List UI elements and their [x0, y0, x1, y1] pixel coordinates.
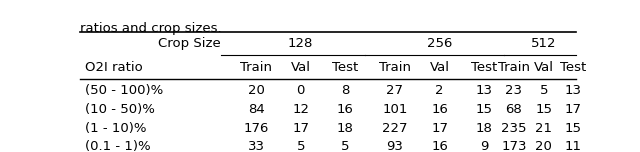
Text: 21: 21 — [535, 122, 552, 135]
Text: 17: 17 — [565, 103, 582, 116]
Text: Train: Train — [379, 61, 411, 74]
Text: 16: 16 — [431, 103, 448, 116]
Text: 173: 173 — [501, 140, 527, 152]
Text: (0.1 - 1)%: (0.1 - 1)% — [85, 140, 150, 152]
Text: 256: 256 — [427, 38, 452, 50]
Text: 18: 18 — [337, 122, 354, 135]
Text: 17: 17 — [292, 122, 309, 135]
Text: 15: 15 — [565, 122, 582, 135]
Text: 176: 176 — [243, 122, 269, 135]
Text: 0: 0 — [296, 84, 305, 97]
Text: 33: 33 — [248, 140, 264, 152]
Text: O2I ratio: O2I ratio — [85, 61, 143, 74]
Text: 84: 84 — [248, 103, 264, 116]
Text: Val: Val — [291, 61, 311, 74]
Text: 20: 20 — [535, 140, 552, 152]
Text: 23: 23 — [506, 84, 522, 97]
Text: 5: 5 — [540, 84, 548, 97]
Text: 235: 235 — [501, 122, 527, 135]
Text: 12: 12 — [292, 103, 309, 116]
Text: 15: 15 — [476, 103, 493, 116]
Text: 8: 8 — [341, 84, 349, 97]
Text: Train: Train — [498, 61, 530, 74]
Text: (10 - 50)%: (10 - 50)% — [85, 103, 155, 116]
Text: Test: Test — [561, 61, 587, 74]
Text: 17: 17 — [431, 122, 448, 135]
Text: 27: 27 — [387, 84, 403, 97]
Text: 20: 20 — [248, 84, 264, 97]
Text: 9: 9 — [480, 140, 488, 152]
Text: 101: 101 — [382, 103, 408, 116]
Text: 512: 512 — [531, 38, 557, 50]
Text: 128: 128 — [288, 38, 314, 50]
Text: 13: 13 — [476, 84, 493, 97]
Text: 227: 227 — [382, 122, 408, 135]
Text: Val: Val — [534, 61, 554, 74]
Text: ratios and crop sizes.: ratios and crop sizes. — [80, 22, 221, 35]
Text: Train: Train — [240, 61, 272, 74]
Text: 93: 93 — [387, 140, 403, 152]
Text: Crop Size: Crop Size — [157, 38, 221, 50]
Text: 2: 2 — [435, 84, 444, 97]
Text: 16: 16 — [431, 140, 448, 152]
Text: Test: Test — [471, 61, 497, 74]
Text: 18: 18 — [476, 122, 493, 135]
Text: 5: 5 — [341, 140, 349, 152]
Text: 15: 15 — [535, 103, 552, 116]
Text: 13: 13 — [565, 84, 582, 97]
Text: Test: Test — [332, 61, 358, 74]
Text: (50 - 100)%: (50 - 100)% — [85, 84, 163, 97]
Text: 16: 16 — [337, 103, 354, 116]
Text: 5: 5 — [296, 140, 305, 152]
Text: 11: 11 — [565, 140, 582, 152]
Text: Val: Val — [429, 61, 449, 74]
Text: (1 - 10)%: (1 - 10)% — [85, 122, 147, 135]
Text: 68: 68 — [506, 103, 522, 116]
